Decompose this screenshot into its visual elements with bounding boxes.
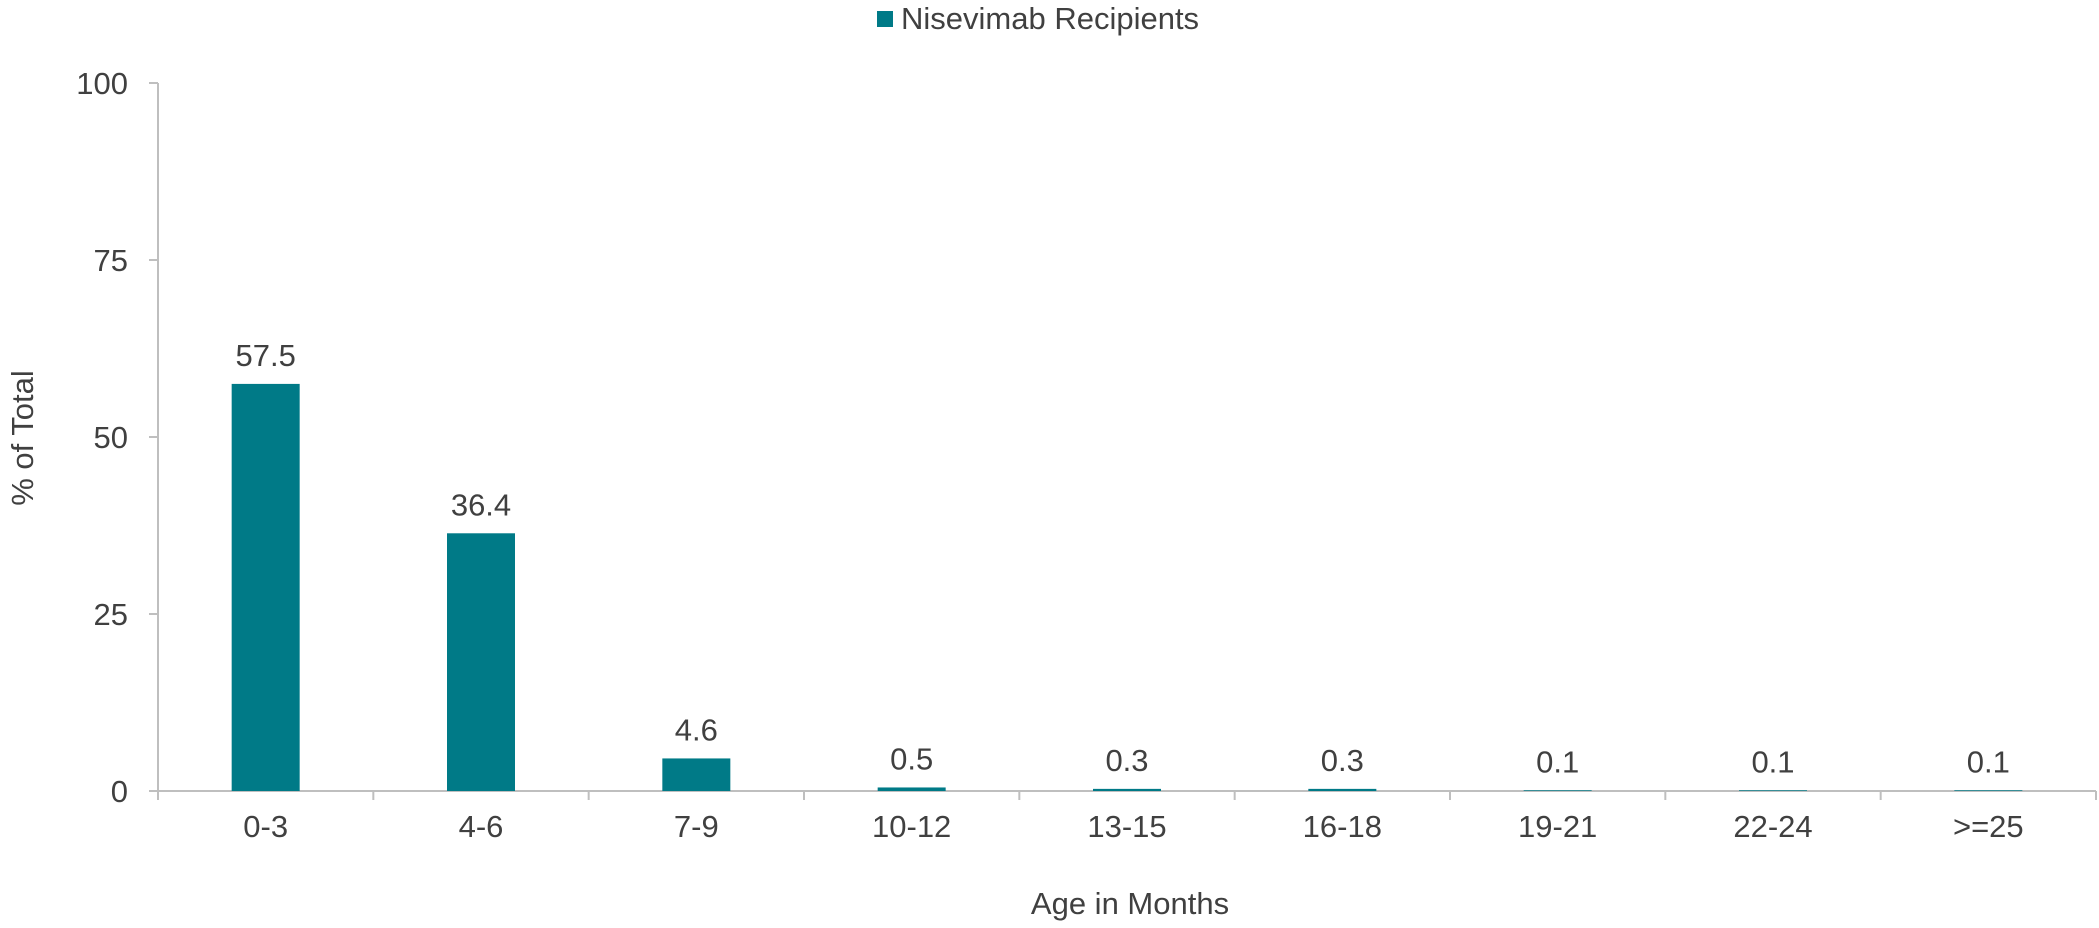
data-label: 0.1: [1751, 744, 1794, 779]
x-tick-label: 19-21: [1518, 809, 1597, 844]
x-tick-label: 7-9: [674, 809, 719, 844]
bar: [1308, 788, 1377, 791]
x-axis: 0-3 4-6 7-9 10-12 13-15 16-18 19-21 22-24 >=25: [157, 790, 2097, 844]
data-label: 0.3: [1321, 743, 1364, 778]
bar: [447, 533, 515, 791]
x-tick-label: 4-6: [459, 809, 504, 844]
legend: Nisevimab Recipients: [877, 1, 1199, 36]
data-label: 4.6: [675, 712, 718, 747]
data-labels: 57.5 36.4 4.6 0.5 0.3 0.3 0.1 0.1 0.1: [235, 338, 2009, 779]
x-axis-title: Age in Months: [1031, 886, 1229, 921]
data-label: 36.4: [451, 487, 511, 522]
x-tick-label: 22-24: [1733, 809, 1812, 844]
legend-swatch: [877, 11, 893, 27]
data-label: 0.5: [890, 741, 933, 776]
y-axis-title: % of Total: [5, 370, 40, 506]
x-tick-label: 16-18: [1303, 809, 1382, 844]
bar: [877, 787, 946, 791]
y-tick-label: 75: [94, 243, 128, 278]
y-axis: 0 25 50 75 100: [76, 66, 159, 809]
y-tick-label: 50: [94, 420, 128, 455]
bar: [1523, 790, 1592, 791]
x-tick-label: 0-3: [243, 809, 288, 844]
legend-label: Nisevimab Recipients: [901, 1, 1199, 36]
x-tick-label: 10-12: [872, 809, 951, 844]
bars: [231, 383, 2023, 791]
x-tick-label: >=25: [1953, 809, 2024, 844]
data-label: 57.5: [235, 338, 295, 373]
y-tick-label: 100: [76, 66, 128, 101]
y-tick-label: 0: [111, 774, 128, 809]
bar: [1739, 790, 1807, 791]
bar: [662, 758, 731, 791]
bar: [231, 383, 300, 791]
y-tick-label: 25: [94, 597, 128, 632]
data-label: 0.1: [1536, 744, 1579, 779]
data-label: 0.3: [1105, 743, 1148, 778]
bar: [1954, 790, 2023, 791]
x-tick-label: 13-15: [1087, 809, 1166, 844]
bar: [1093, 788, 1161, 791]
data-label: 0.1: [1967, 744, 2010, 779]
